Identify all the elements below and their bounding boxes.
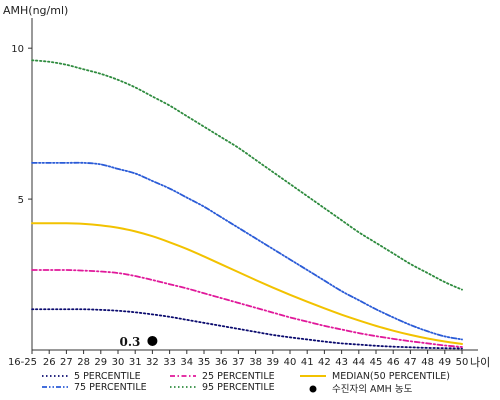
x-tick-label: 47 [404,357,417,368]
legend-marker-swatch [309,385,317,393]
series-line-95-percentile [31,59,463,291]
y-tick-label: 5 [18,195,24,206]
x-tick-label: 30 [112,357,125,368]
legend-label: 25 PERCENTILE [202,371,275,382]
series-line-median-50-percentile [31,222,463,345]
legend: 5 PERCENTILE 25 PERCENTILE MEDIAN(50 PERCE… [42,371,450,395]
x-tick-label: 31 [129,357,142,368]
x-tick-label: 50 [456,357,469,368]
legend-label: MEDIAN(50 PERCENTILE) [332,371,450,382]
legend-label: 5 PERCENTILE [74,371,141,382]
x-tick-label: 32 [146,357,159,368]
x-tick-label: 29 [94,357,107,368]
x-tick-label: 33 [163,357,176,368]
x-tick-label: 34 [180,357,193,368]
x-tick-label: 43 [335,357,348,368]
legend-marker-label: 수진자의 AMH 농도 [332,384,413,395]
x-tick-label: 16-25 [8,357,37,368]
series-line-75-percentile [31,161,463,341]
x-tick-label: 28 [77,357,90,368]
y-tick-label: 10 [11,44,24,55]
x-tick-label: 36 [215,357,228,368]
patient-amh-point [147,335,158,346]
x-tick-label: 40 [284,357,297,368]
series-line-25-percentile [31,269,463,348]
x-tick-label: 27 [60,357,73,368]
x-tick-label: 35 [198,357,211,368]
x-tick-label: 26 [43,357,56,368]
legend-label: 75 PERCENTILE [74,382,147,393]
x-tick-label: 44 [352,357,365,368]
x-tick-label: 45 [370,357,383,368]
x-axis-title: 나이 [470,356,490,369]
x-tick-label: 49 [438,357,451,368]
x-tick-label: 42 [318,357,331,368]
x-tick-label: 38 [249,357,262,368]
legend-label: 95 PERCENTILE [202,382,275,393]
series-line-5-percentile [31,308,463,350]
x-tick-label: 48 [421,357,434,368]
x-tick-label: 41 [301,357,314,368]
plot-area: 5 10 16-25 26 27 28 29 30 31 32 33 34 35 36 37 38 39 40 41… [8,18,478,368]
x-tick-label: 46 [387,357,400,368]
x-tick-label: 37 [232,357,245,368]
y-axis-title: AMH(ng/ml) [3,4,68,17]
patient-amh-value-label: 0.3 [120,335,141,349]
x-tick-label: 39 [266,357,279,368]
